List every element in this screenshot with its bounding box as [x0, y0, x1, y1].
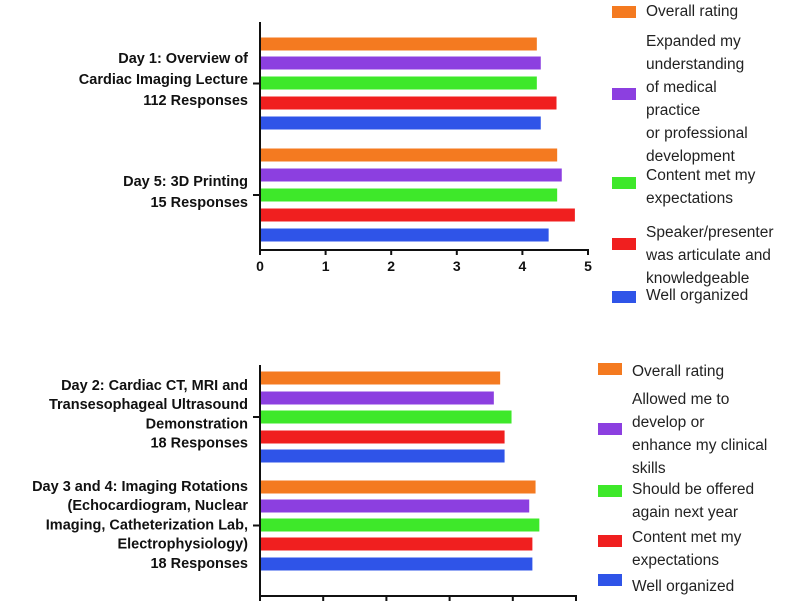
legend-swatch — [598, 363, 622, 375]
x-tick-label: 5 — [572, 604, 580, 606]
bar-group1-series1 — [260, 37, 537, 51]
x-tick-label: 2 — [383, 604, 391, 606]
chart-1: 0 1 2 3 4 5 Day 1: Overview of Cardiac Imaging … — [79, 3, 774, 304]
x-tick-label: 3 — [453, 258, 461, 274]
x-tick-label: 2 — [387, 258, 395, 274]
x-tick-label: 5 — [584, 258, 592, 274]
bar-group2-series4 — [260, 537, 533, 551]
x-tick-label: 4 — [519, 258, 527, 274]
bar-group1-series3 — [260, 76, 537, 90]
legend-label: Content met my expectations — [632, 529, 742, 569]
x-tick-label: 1 — [319, 604, 327, 606]
legend: Overall rating Allowed me to develop or enh… — [598, 363, 767, 595]
bar-group1-series4 — [260, 96, 557, 110]
legend-swatch — [612, 238, 636, 250]
x-tick-label: 4 — [509, 604, 517, 606]
legend-label: Should be offered again next year — [632, 481, 754, 521]
bar-group2-series2 — [260, 499, 530, 513]
legend-label: Well organized — [632, 578, 734, 595]
x-tick-label: 0 — [256, 258, 264, 274]
bar-group1-series4 — [260, 430, 505, 444]
bar-group2-series4 — [260, 208, 575, 222]
chart-2: 0 1 2 3 4 5 Day 2: Cardiac CT, MRI andTranseso… — [32, 363, 767, 606]
legend-swatch — [598, 535, 622, 547]
bar-group1-series5 — [260, 449, 505, 463]
bar-group2-series2 — [260, 168, 562, 182]
legend-swatch — [612, 291, 636, 303]
bar-group2-series3 — [260, 518, 540, 532]
category-label: Day 1: Overview of Cardiac Imaging Lectur… — [79, 51, 248, 109]
bar-group1-series2 — [260, 391, 494, 405]
legend-label: Expanded my understanding of medical practi… — [646, 33, 748, 165]
bar-group2-series3 — [260, 188, 558, 202]
legend-label: Well organized — [646, 287, 748, 304]
legend-swatch — [612, 177, 636, 189]
legend-swatch — [598, 423, 622, 435]
legend-swatch — [612, 6, 636, 18]
x-tick-label: 3 — [446, 604, 454, 606]
category-label: Day 3 and 4: Imaging Rotations (Echocardi… — [32, 479, 248, 572]
bar-group1-series2 — [260, 56, 541, 70]
x-tick-label: 1 — [322, 258, 330, 274]
legend-swatch — [598, 485, 622, 497]
bar-group2-series5 — [260, 228, 549, 242]
legend-label: Overall rating — [632, 363, 724, 380]
bar-group2-series1 — [260, 480, 536, 494]
legend-swatch — [612, 88, 636, 100]
legend-swatch — [598, 574, 622, 586]
category-label: Day 2: Cardiac CT, MRI and Transesophagea… — [49, 378, 248, 452]
bar-group1-series1 — [260, 371, 501, 385]
x-tick-label: 0 — [256, 604, 264, 606]
bar-group2-series1 — [260, 148, 558, 162]
bar-group1-series5 — [260, 116, 541, 130]
legend-label: Allowed me to develop or enhance my clinic… — [632, 391, 767, 477]
category-label: Day 5: 3D Printing 15 Responses — [123, 174, 248, 211]
legend: Overall rating Expanded my understanding of… — [612, 3, 774, 304]
legend-label: Content met my expectations — [646, 167, 756, 207]
bar-group1-series3 — [260, 410, 512, 424]
legend-label: Overall rating — [646, 3, 738, 20]
legend-label: Speaker/presenter was articulate and knowl… — [645, 224, 774, 287]
bar-group2-series5 — [260, 557, 533, 571]
